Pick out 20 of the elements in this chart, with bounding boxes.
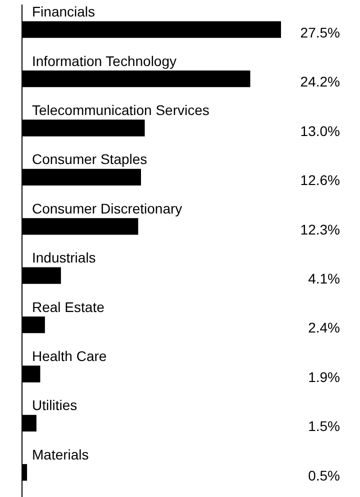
data-label: 2.4% [308,320,340,336]
y-tick-label: Telecommunication Services [32,102,210,118]
y-tick-label: Financials [32,4,96,20]
y-tick-label: Health Care [32,348,107,364]
y-tick-label: Utilities [32,397,78,414]
data-label: 24.2% [300,74,340,90]
data-label: 13.0% [300,122,340,139]
data-label: 0.5% [308,467,340,484]
data-label: 1.5% [308,418,340,434]
y-tick-label: Real Estate [32,298,105,315]
data-label: 12.3% [300,221,340,238]
y-tick-label: Consumer Discretionary [32,200,182,216]
y-tick-label: Industrials [32,250,96,266]
data-label: 1.9% [308,368,340,385]
data-label: 12.6% [300,172,340,188]
data-label: 4.1% [308,270,340,286]
y-tick-label: Materials [32,446,89,462]
y-tick-label: Information Technology [32,52,176,69]
data-label: 27.5% [300,24,340,40]
y-tick-label: Consumer Staples [32,151,148,168]
